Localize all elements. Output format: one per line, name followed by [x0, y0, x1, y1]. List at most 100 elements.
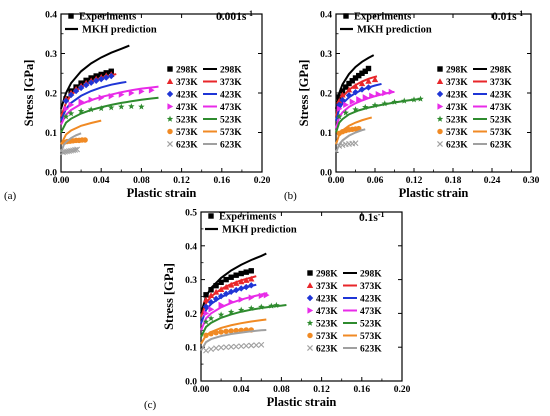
strain-rate-label: 0.1s-1 [359, 210, 385, 224]
legend-pred-label-373K: 373K [360, 282, 382, 292]
experiment-point-423K [72, 87, 80, 95]
experiment-point-373K [352, 83, 359, 89]
y-tick-label: 0.3 [320, 50, 332, 60]
experiment-point-298K [352, 75, 359, 81]
legend-pred-label-623K: 623K [360, 345, 382, 355]
experiment-point-473K [208, 306, 215, 313]
experiment-point-523K [98, 105, 105, 112]
experiment-point-523K [268, 302, 275, 309]
x-tick-label: 0.00 [193, 385, 210, 395]
legend-exp-label-473K: 473K [176, 103, 198, 113]
experiment-point-423K [345, 92, 353, 99]
experiment-point-623K [213, 345, 220, 352]
experiment-point-623K [233, 343, 240, 350]
experiment-point-473K [88, 96, 95, 103]
experiment-point-473K [108, 92, 115, 100]
experiment-point-423K [217, 292, 225, 300]
experiment-point-423K [103, 74, 110, 81]
experiment-point-423K [352, 89, 359, 96]
y-tick-label: 0.2 [185, 310, 197, 320]
experiment-point-523K [336, 113, 343, 120]
experiment-point-298K [228, 274, 234, 280]
experiment-point-298K [362, 68, 368, 74]
legend-pred-label-523K: 523K [360, 320, 382, 330]
experiment-point-373K [202, 296, 210, 303]
experiment-point-523K [67, 110, 75, 117]
legend-pred-label-423K: 423K [220, 91, 242, 101]
legend-marker-298K [307, 270, 313, 276]
x-tick-label: 0.00 [53, 176, 70, 186]
panel-label: (c) [144, 399, 157, 411]
panel-b: 0.00 0.06 0.12 0.18 0.24 0.30 0.0 0.1 0.2 0.3 0.4 P… [284, 9, 540, 202]
experiment-point-473K [238, 296, 245, 303]
legend-pred-label-423K: 423K [490, 91, 512, 101]
legend-exp-label-298K: 298K [316, 270, 338, 280]
legend-marker-623K [167, 141, 173, 147]
legend-marker-373K [436, 78, 444, 85]
experiment-point-423K [92, 77, 100, 84]
legend-pred-label-298K: 298K [490, 66, 512, 76]
prediction-line-573K [60, 119, 102, 145]
legend-marker-623K [437, 141, 443, 147]
x-axis-label: Plastic strain [267, 395, 337, 409]
experiment-point-523K [238, 306, 245, 313]
experiment-point-523K [410, 96, 418, 103]
x-tick-label: 0.12 [173, 176, 190, 186]
legend-marker-373K [306, 282, 314, 289]
legend-exp-label-423K: 423K [446, 91, 468, 101]
experiment-point-523K [202, 318, 210, 325]
prediction-line-298K [335, 54, 375, 110]
experiment-point-523K [371, 101, 379, 108]
experiment-point-298K [203, 292, 209, 298]
experiment-point-298K [238, 270, 244, 277]
x-tick-label: 0.08 [133, 176, 150, 186]
legend-marker-373K [166, 78, 174, 85]
experiment-point-573K [218, 329, 224, 335]
prediction-line-623K [200, 328, 267, 352]
legend-marker-623K [307, 345, 313, 351]
y-tick-label: 0.0 [45, 169, 57, 179]
experiment-point-473K [138, 88, 145, 95]
legend-exp-label-423K: 423K [316, 295, 338, 305]
x-tick-label: 0.16 [353, 385, 370, 395]
experiment-point-523K [108, 104, 115, 111]
experiment-point-298K [346, 80, 352, 87]
y-tick-label: 0.4 [45, 11, 57, 21]
experiment-point-623K [243, 342, 250, 349]
panel-label: (a) [4, 190, 17, 202]
experiment-point-473K [263, 291, 270, 299]
legend-marker-423K [306, 294, 314, 302]
experiment-point-298K [218, 279, 224, 286]
experiment-point-473K [228, 298, 235, 306]
experiment-point-573K [208, 330, 214, 337]
x-tick-label: 0.00 [328, 176, 345, 186]
x-tick-label: 0.04 [233, 385, 250, 395]
x-tick-label: 0.12 [406, 176, 423, 186]
experiment-point-473K [369, 92, 375, 99]
y-axis-label: Stress [GPa] [297, 60, 311, 127]
legend-experiments-marker [343, 13, 349, 19]
experiment-point-423K [248, 282, 255, 289]
x-axis-label: Plastic strain [399, 186, 469, 200]
legend-exp-label-423K: 423K [176, 91, 198, 101]
legend-pred-label-298K: 298K [220, 66, 242, 76]
legend-exp-label-373K: 373K [316, 282, 338, 292]
experiment-point-473K [248, 294, 255, 301]
experiment-point-523K [128, 103, 135, 110]
experiment-point-298K [213, 282, 219, 289]
y-tick-label: 0.4 [320, 11, 332, 21]
x-tick-label: 0.04 [93, 176, 110, 186]
experiment-point-573K [233, 327, 239, 334]
legend-pred-label-573K: 573K [220, 128, 242, 138]
experiment-point-473K [203, 310, 210, 317]
experiment-point-423K [207, 299, 215, 306]
legend-pred-label-623K: 623K [220, 141, 242, 151]
legend-exp-label-573K: 573K [176, 128, 198, 138]
y-tick-label: 0.1 [320, 129, 332, 139]
experiment-point-298K [223, 276, 229, 283]
x-axis-label: Plastic strain [127, 186, 197, 200]
legend-exp-label-298K: 298K [446, 66, 468, 76]
legend-exp-label-573K: 573K [446, 128, 468, 138]
experiment-point-573K [223, 328, 229, 335]
experiment-point-623K [72, 146, 79, 153]
